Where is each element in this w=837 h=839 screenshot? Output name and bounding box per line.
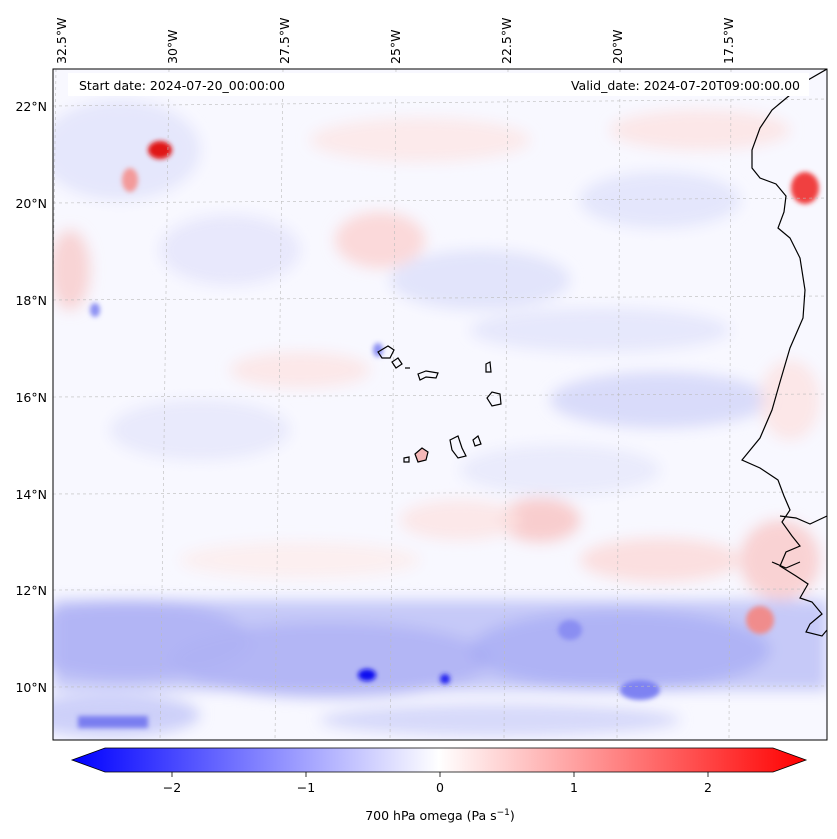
map-frame <box>52 68 828 741</box>
lon-label: 22.5°W <box>499 18 514 64</box>
colorbar-ticks: −2 −1 0 1 2 <box>163 772 712 795</box>
island-santiago <box>449 435 467 459</box>
colorbar-title-exponent: −1 <box>497 808 510 818</box>
colorbar: −2 −1 0 1 2 700 hPa omega (Pa s−1) <box>70 747 808 823</box>
colorbar-tick-label: −1 <box>297 780 315 795</box>
lon-label: 17.5°W <box>721 18 736 64</box>
longitude-labels: 32.5°W 30°W 27.5°W 25°W 22.5°W 20°W 17.5… <box>54 18 736 64</box>
valid-date-label: Valid_date: 2024-07-20T09:00:00.00 <box>571 78 800 93</box>
header-background <box>68 73 809 96</box>
lon-label: 30°W <box>165 29 180 64</box>
map-area: Start date: 2024-07-20_00:00:00 Valid_da… <box>53 69 827 740</box>
colorbar-title-end: ) <box>510 808 515 823</box>
lat-label: 18°N <box>15 293 47 308</box>
coast-inlet-1 <box>779 515 827 525</box>
lat-label: 20°N <box>15 196 47 211</box>
cape-verde-islands <box>377 345 502 463</box>
colorbar-title-main: 700 hPa omega (Pa s <box>365 808 496 823</box>
island-sao-vicente <box>391 357 403 369</box>
latitude-labels: 22°N 20°N 18°N 16°N 14°N 12°N 10°N <box>15 99 47 695</box>
colorbar-tick-label: 2 <box>704 780 712 795</box>
omega-extremes <box>78 141 819 728</box>
island-fogo <box>414 447 429 463</box>
colorbar-bar <box>70 747 808 773</box>
colorbar-tick-label: −2 <box>163 780 181 795</box>
lat-label: 12°N <box>15 583 47 598</box>
omega-field <box>53 100 827 737</box>
lat-label: 10°N <box>15 680 47 695</box>
gridlines <box>53 69 827 740</box>
colorbar-tick-label: 1 <box>570 780 578 795</box>
island-sal <box>485 361 492 373</box>
lat-label: 14°N <box>15 487 47 502</box>
island-boa-vista <box>486 391 502 407</box>
island-sao-nicolau <box>417 370 439 381</box>
colorbar-tick-label: 0 <box>436 780 444 795</box>
coastlines <box>741 69 827 637</box>
lat-label: 16°N <box>15 390 47 405</box>
lon-label: 25°W <box>388 29 403 64</box>
lon-label: 32.5°W <box>54 18 69 64</box>
coast-inlet-2 <box>771 561 801 569</box>
start-date-label: Start date: 2024-07-20_00:00:00 <box>79 78 285 93</box>
colorbar-title: 700 hPa omega (Pa s−1) <box>365 808 515 823</box>
island-brava <box>403 456 410 463</box>
lon-label: 27.5°W <box>277 18 292 64</box>
africa-coastline <box>741 69 827 637</box>
lat-label: 22°N <box>15 99 47 114</box>
island-maio <box>472 435 482 447</box>
island-santo-antao <box>377 345 395 359</box>
lon-label: 20°W <box>610 29 625 64</box>
